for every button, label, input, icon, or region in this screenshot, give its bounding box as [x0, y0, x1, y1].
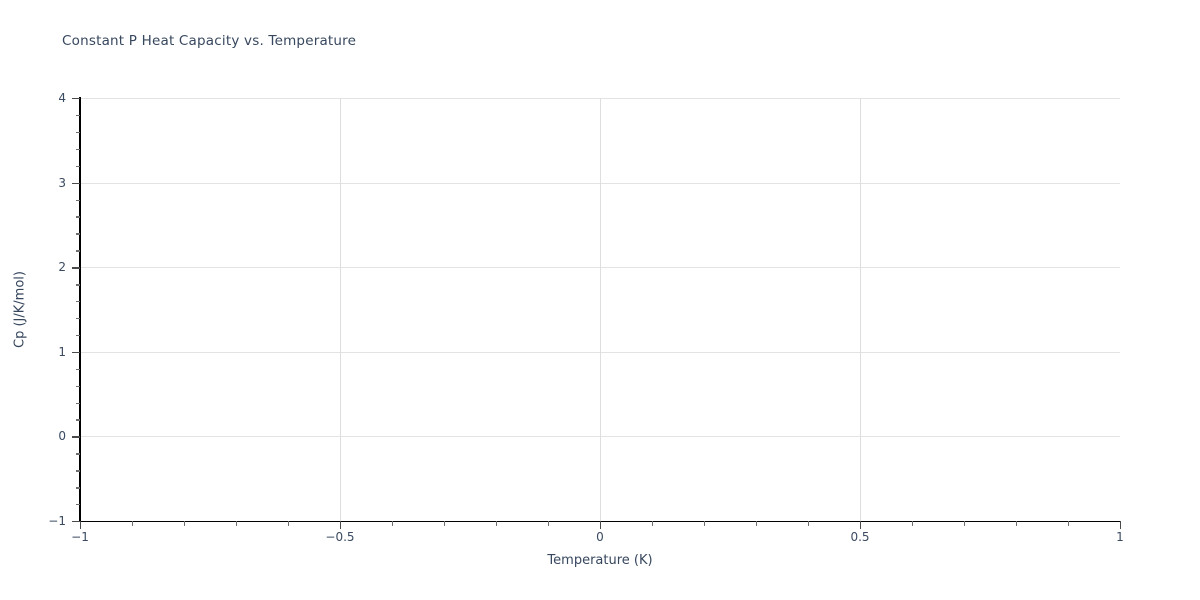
x-axis-tick-major — [600, 521, 602, 529]
x-axis-tick-minor — [808, 521, 810, 526]
y-axis-tick-label: −1 — [48, 514, 66, 528]
x-axis-tick-minor — [652, 521, 654, 526]
x-axis-tick-major — [860, 521, 862, 529]
gridline-vertical — [600, 98, 601, 521]
y-axis-tick-minor — [75, 470, 80, 472]
x-axis-tick-minor — [288, 521, 290, 526]
x-axis-tick-minor — [496, 521, 498, 526]
x-axis-tick-major — [1120, 521, 1122, 529]
y-axis-tick-label: 1 — [58, 344, 66, 359]
x-axis-title: Temperature (K) — [547, 553, 653, 568]
x-axis-tick-minor — [1016, 521, 1018, 526]
x-axis-tick-minor — [548, 521, 550, 526]
y-axis-tick-label: 0 — [58, 429, 66, 444]
x-axis-spine — [79, 520, 1121, 523]
y-axis-tick-minor — [75, 233, 80, 235]
y-axis-title: Cp (J/K/mol) — [12, 271, 28, 348]
y-axis-tick-minor — [75, 487, 80, 489]
y-axis-tick-minor — [75, 504, 80, 506]
y-axis-tick-major — [72, 351, 80, 354]
gridline-vertical — [340, 98, 341, 521]
x-axis-tick-minor — [132, 521, 134, 526]
gridline-vertical — [860, 98, 861, 521]
y-axis-tick-major — [72, 182, 80, 184]
y-axis-spine — [79, 97, 81, 522]
y-axis-title-wrapper: Cp (J/K/mol) — [0, 0, 40, 600]
y-axis-tick-minor — [75, 334, 80, 337]
y-axis-tick-major — [72, 98, 80, 100]
y-axis-tick-minor — [75, 385, 80, 388]
y-axis-tick-major — [72, 267, 80, 269]
y-axis-tick-major — [72, 521, 80, 523]
y-axis-tick-minor — [75, 419, 80, 421]
y-axis-tick-minor — [75, 216, 80, 218]
x-axis-tick-minor — [444, 521, 446, 526]
x-axis-tick-minor — [236, 521, 238, 526]
y-axis-tick-minor — [75, 114, 80, 117]
x-axis-tick-major — [80, 521, 82, 529]
y-axis-tick-minor — [75, 284, 80, 286]
x-axis-tick-minor — [756, 521, 758, 526]
y-axis-tick-major — [72, 436, 80, 438]
y-axis-tick-label: 2 — [58, 260, 66, 275]
x-axis-tick-minor — [704, 521, 706, 526]
chart-title: Constant P Heat Capacity vs. Temperature — [62, 33, 357, 49]
x-axis-tick-minor — [912, 521, 914, 526]
x-axis-tick-label: 1 — [1116, 530, 1124, 544]
y-axis-tick-minor — [75, 131, 80, 134]
y-axis-tick-minor — [75, 165, 80, 168]
x-axis-tick-minor — [964, 521, 966, 526]
x-axis-tick-label: 0.5 — [850, 530, 870, 544]
x-axis-tick-label: −0.5 — [325, 530, 355, 544]
x-axis-tick-label: 0 — [596, 530, 604, 544]
x-axis-tick-minor — [1068, 521, 1070, 526]
y-axis-tick-label: 3 — [58, 175, 66, 190]
y-axis-tick-minor — [75, 402, 80, 404]
x-axis-tick-label: −1 — [71, 530, 89, 544]
y-axis-tick-minor — [75, 199, 80, 201]
y-axis-tick-label: 4 — [58, 91, 66, 105]
y-axis-tick-minor — [75, 368, 80, 371]
plot-area[interactable] — [80, 98, 1120, 521]
y-axis-tick-minor — [75, 148, 80, 151]
y-axis-tick-minor — [75, 317, 80, 320]
y-axis-tick-minor — [75, 250, 80, 252]
y-axis-tick-minor — [75, 453, 80, 455]
x-axis-tick-minor — [392, 521, 394, 526]
x-axis-tick-major — [340, 521, 342, 529]
x-axis-tick-minor — [184, 521, 186, 526]
y-axis-tick-minor — [75, 301, 80, 303]
